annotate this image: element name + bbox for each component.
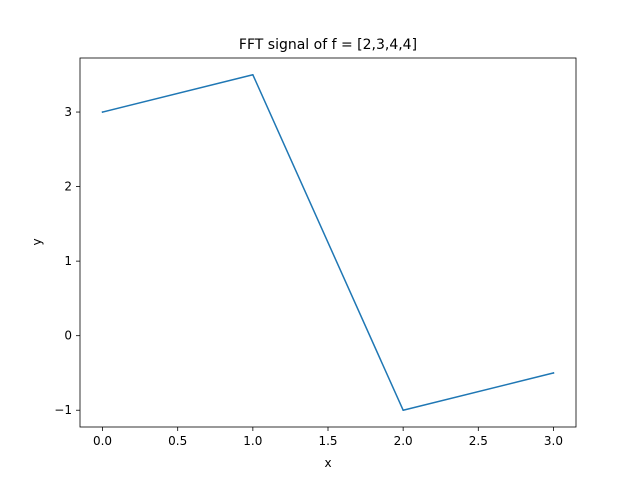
data-point: [252, 74, 254, 76]
y-tick-label: −1: [54, 403, 72, 417]
x-axis-label: x: [324, 456, 331, 470]
x-tick-label: 0.0: [93, 434, 112, 448]
data-point: [552, 372, 555, 374]
x-tick-label: 1.5: [318, 434, 337, 448]
x-tick-label: 0.5: [168, 434, 187, 448]
data-point: [101, 111, 104, 113]
y-tick-label: 1: [64, 254, 72, 268]
plot-frame: [79, 57, 577, 428]
x-tick-label: 3.0: [544, 434, 563, 448]
x-tick-label: 2.5: [469, 434, 488, 448]
y-tick-label: 2: [64, 180, 72, 194]
y-tick-label: 3: [64, 105, 72, 119]
y-tick-label: 0: [64, 329, 72, 343]
series-layer: [101, 74, 555, 411]
x-tick-label: 1.0: [243, 434, 262, 448]
chart-title: FFT signal of f = [2,3,4,4]: [239, 37, 417, 53]
data-point: [402, 409, 404, 411]
ticks-layer: 0.0 0.5 1.0 1.5 2.0 2.5 3.0 −1 0 1 2 3: [54, 105, 563, 448]
series-line: [101, 74, 555, 411]
x-tick-label: 2.0: [394, 434, 413, 448]
y-axis-label: y: [30, 238, 44, 245]
